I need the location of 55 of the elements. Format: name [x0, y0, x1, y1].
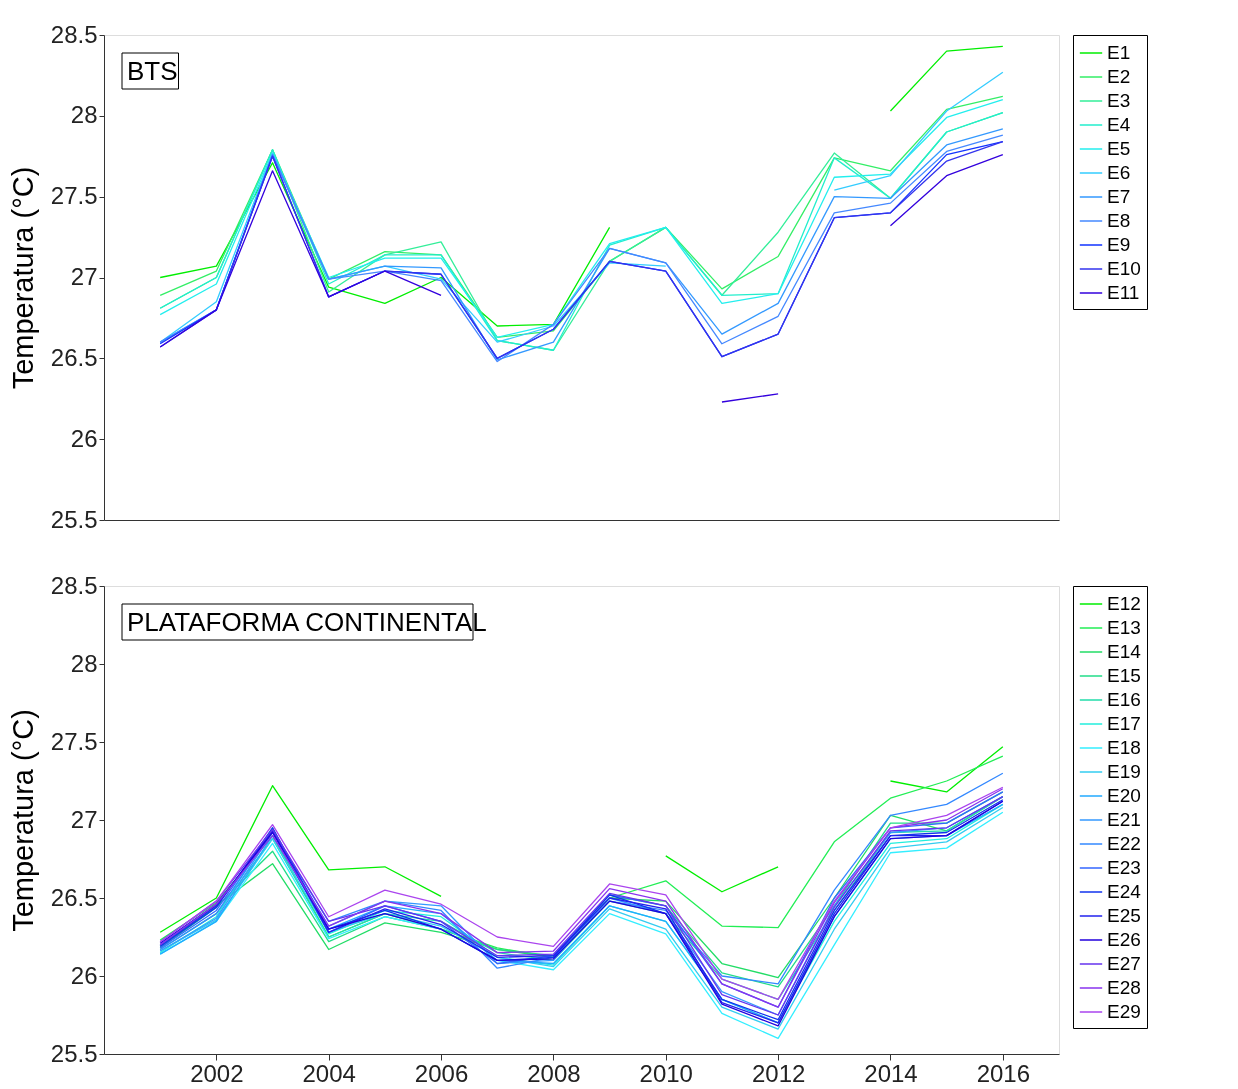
y-tick-label: 26.5 [50, 343, 98, 371]
legend-label: E22 [1107, 833, 1141, 854]
y-tick-label: 26.5 [50, 883, 98, 911]
legend-label: E20 [1107, 785, 1141, 806]
legend-label: E14 [1107, 641, 1142, 662]
legend-label: E7 [1107, 186, 1131, 207]
legend-label: E12 [1107, 593, 1141, 614]
y-tick-label: 27.5 [50, 727, 98, 755]
x-tick-label: 2012 [751, 1059, 806, 1087]
x-tick-label: 2010 [639, 1059, 693, 1087]
legend-label: E9 [1107, 234, 1131, 255]
y-axis-title: Temperatura (°C) [6, 166, 39, 390]
y-tick-label: 27 [70, 805, 98, 833]
y-tick-label: 26 [70, 961, 98, 989]
legend-label: E11 [1107, 282, 1140, 303]
legend-label: E23 [1107, 857, 1141, 878]
y-tick-label: 25.5 [50, 1039, 98, 1067]
y-tick-label: 28.5 [50, 20, 98, 48]
y-tick-label: 27.5 [50, 182, 98, 210]
x-tick-label: 2014 [864, 1059, 918, 1087]
legend-label: E10 [1107, 258, 1141, 279]
legend-label: E26 [1107, 929, 1141, 950]
legend-label: E3 [1107, 90, 1131, 111]
x-tick-label: 2016 [976, 1059, 1031, 1087]
legend-label: E25 [1107, 905, 1141, 926]
y-tick-label: 25.5 [50, 505, 98, 533]
y-tick-label: 28 [70, 649, 98, 677]
x-tick-label: 2008 [527, 1059, 581, 1087]
legend-label: E24 [1107, 881, 1142, 902]
legend-label: E29 [1107, 1001, 1141, 1022]
legend-label: E2 [1107, 66, 1131, 87]
x-tick-label: 2006 [414, 1059, 469, 1087]
x-tick-label: 2004 [302, 1059, 356, 1087]
legend-label: E16 [1107, 689, 1141, 710]
legend-label: E4 [1107, 114, 1131, 135]
legend-label: E17 [1107, 713, 1141, 734]
legend-label: E6 [1107, 162, 1131, 183]
legend-label: E27 [1107, 953, 1141, 974]
y-tick-label: 27 [70, 263, 98, 290]
y-axis-title: Temperatura (°C) [6, 709, 39, 932]
annotation: PLATAFORMA CONTINENTAL [127, 607, 487, 637]
legend-label: E21 [1107, 809, 1141, 830]
legend-label: E28 [1107, 977, 1141, 998]
annotation: BTS [127, 56, 178, 86]
legend-label: E18 [1107, 737, 1141, 758]
y-tick-label: 26 [70, 424, 98, 452]
legend-label: E15 [1107, 665, 1141, 686]
x-tick-label: 2002 [190, 1059, 244, 1087]
legend-label: E5 [1107, 138, 1131, 159]
legend-label: E19 [1107, 761, 1141, 782]
y-tick-label: 28 [70, 101, 98, 129]
y-tick-label: 28.5 [50, 571, 98, 599]
legend-label: E8 [1107, 210, 1131, 231]
legend-label: E13 [1107, 617, 1141, 638]
legend-label: E1 [1107, 42, 1131, 63]
